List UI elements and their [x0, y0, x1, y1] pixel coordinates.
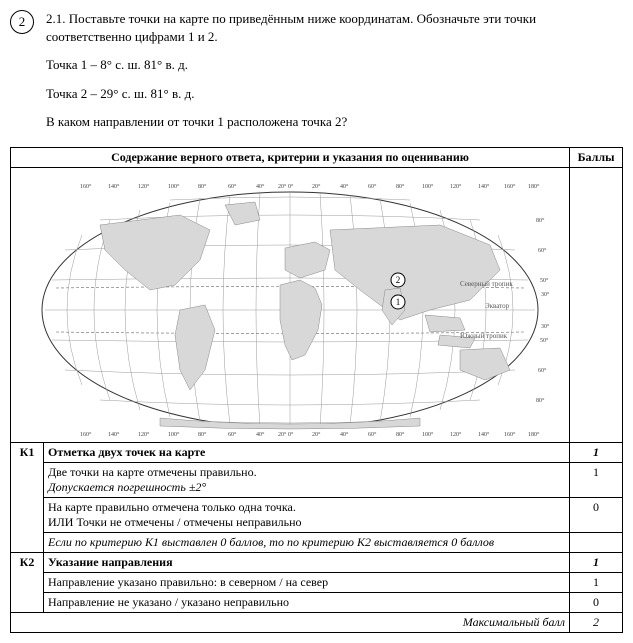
svg-text:60°: 60°	[228, 183, 237, 190]
world-map: Северный тропик Экватор Южный тропик 1 2…	[30, 170, 550, 440]
table-header-row: Содержание верного ответа, критерии и ук…	[11, 147, 623, 167]
svg-text:50°: 50°	[540, 277, 549, 284]
k1-r2-text2: ИЛИ Точки не отмечены / отмечены неправи…	[48, 515, 302, 529]
svg-text:40°: 40°	[256, 431, 265, 438]
table-row: К2 Указание направления 1	[11, 552, 623, 572]
svg-text:120°: 120°	[450, 183, 462, 190]
k1-r2-score: 0	[570, 497, 623, 532]
question-number-badge: 2	[10, 10, 34, 34]
svg-text:20°: 20°	[312, 431, 321, 438]
svg-text:180°: 180°	[528, 183, 540, 190]
header-score: Баллы	[570, 147, 623, 167]
table-row: Направление не указано / указано неправи…	[11, 592, 623, 612]
svg-text:40°: 40°	[340, 183, 349, 190]
k1-note: Если по критерию К1 выставлен 0 баллов, …	[44, 532, 570, 552]
k2-r1-score: 1	[570, 572, 623, 592]
tropic-n-label: Северный тропик	[460, 280, 513, 288]
svg-text:1: 1	[396, 297, 401, 307]
svg-text:120°: 120°	[138, 431, 150, 438]
svg-text:160°: 160°	[504, 431, 516, 438]
table-row: К1 Отметка двух точек на карте 1	[11, 442, 623, 462]
svg-text:30°: 30°	[541, 323, 550, 330]
svg-text:60°: 60°	[538, 247, 547, 254]
k2-r2-score: 0	[570, 592, 623, 612]
map-cell: Северный тропик Экватор Южный тропик 1 2…	[11, 167, 570, 442]
k1-note-score	[570, 532, 623, 552]
svg-text:80°: 80°	[536, 217, 545, 224]
svg-text:60°: 60°	[368, 431, 377, 438]
max-label: Максимальный балл	[11, 612, 570, 632]
svg-text:60°: 60°	[368, 183, 377, 190]
svg-text:60°: 60°	[228, 431, 237, 438]
k1-title-score: 1	[570, 442, 623, 462]
svg-text:2: 2	[396, 275, 401, 285]
svg-text:120°: 120°	[450, 431, 462, 438]
map-row: Северный тропик Экватор Южный тропик 1 2…	[11, 167, 623, 442]
k1-label: К1	[11, 442, 44, 552]
k2-title: Указание направления	[44, 552, 570, 572]
svg-text:60°: 60°	[538, 367, 547, 374]
svg-text:160°: 160°	[504, 183, 516, 190]
point1-text: Точка 1 – 8° с. ш. 81° в. д.	[46, 56, 623, 74]
svg-text:100°: 100°	[168, 431, 180, 438]
svg-text:20°: 20°	[278, 431, 287, 438]
svg-text:50°: 50°	[540, 337, 549, 344]
svg-text:140°: 140°	[478, 431, 490, 438]
svg-text:80°: 80°	[198, 431, 207, 438]
table-row: Направление указано правильно: в северно…	[11, 572, 623, 592]
k2-title-score: 1	[570, 552, 623, 572]
svg-text:100°: 100°	[168, 183, 180, 190]
svg-text:40°: 40°	[340, 431, 349, 438]
svg-text:160°: 160°	[80, 431, 92, 438]
map-score-cell	[570, 167, 623, 442]
svg-text:0°: 0°	[288, 183, 294, 190]
k2-label: К2	[11, 552, 44, 612]
map-point-1: 1	[391, 295, 405, 309]
k1-r1-text: Две точки на карте отмечены правильно.	[48, 465, 257, 479]
svg-text:100°: 100°	[422, 431, 434, 438]
point2-text: Точка 2 – 29° с. ш. 81° в. д.	[46, 85, 623, 103]
k1-r1-score: 1	[570, 462, 623, 497]
svg-text:40°: 40°	[256, 183, 265, 190]
svg-text:0°: 0°	[288, 431, 294, 438]
svg-text:180°: 180°	[528, 431, 540, 438]
svg-text:20°: 20°	[278, 183, 287, 190]
k1-r2-text: На карте правильно отмечена только одна …	[48, 500, 296, 514]
direction-question: В каком направлении от точки 1 расположе…	[46, 113, 623, 131]
map-point-2: 2	[391, 273, 405, 287]
svg-text:100°: 100°	[422, 183, 434, 190]
table-row: Если по критерию К1 выставлен 0 баллов, …	[11, 532, 623, 552]
svg-text:140°: 140°	[108, 431, 120, 438]
k1-r1-note: Допускается погрешность ±2°	[48, 480, 206, 494]
table-row: На карте правильно отмечена только одна …	[11, 497, 623, 532]
svg-text:80°: 80°	[198, 183, 207, 190]
equator-label: Экватор	[485, 302, 510, 310]
header-main: Содержание верного ответа, критерии и ук…	[11, 147, 570, 167]
max-score: 2	[570, 612, 623, 632]
svg-text:80°: 80°	[396, 431, 405, 438]
svg-text:140°: 140°	[108, 183, 120, 190]
svg-text:80°: 80°	[396, 183, 405, 190]
task-text: 2.1. Поставьте точки на карте по приведё…	[46, 10, 623, 141]
k2-r2: Направление не указано / указано неправи…	[44, 592, 570, 612]
svg-text:140°: 140°	[478, 183, 490, 190]
task-heading: 2.1. Поставьте точки на карте по приведё…	[46, 10, 623, 46]
k2-r1: Направление указано правильно: в северно…	[44, 572, 570, 592]
svg-text:30°: 30°	[541, 291, 550, 298]
table-row-max: Максимальный балл 2	[11, 612, 623, 632]
tropic-s-label: Южный тропик	[460, 332, 508, 340]
svg-text:80°: 80°	[536, 397, 545, 404]
table-row: Две точки на карте отмечены правильно. Д…	[11, 462, 623, 497]
k1-r1: Две точки на карте отмечены правильно. Д…	[44, 462, 570, 497]
k1-r2: На карте правильно отмечена только одна …	[44, 497, 570, 532]
svg-text:120°: 120°	[138, 183, 150, 190]
svg-text:160°: 160°	[80, 183, 92, 190]
svg-text:20°: 20°	[312, 183, 321, 190]
k1-title: Отметка двух точек на карте	[44, 442, 570, 462]
rubric-table: Содержание верного ответа, критерии и ук…	[10, 147, 623, 633]
